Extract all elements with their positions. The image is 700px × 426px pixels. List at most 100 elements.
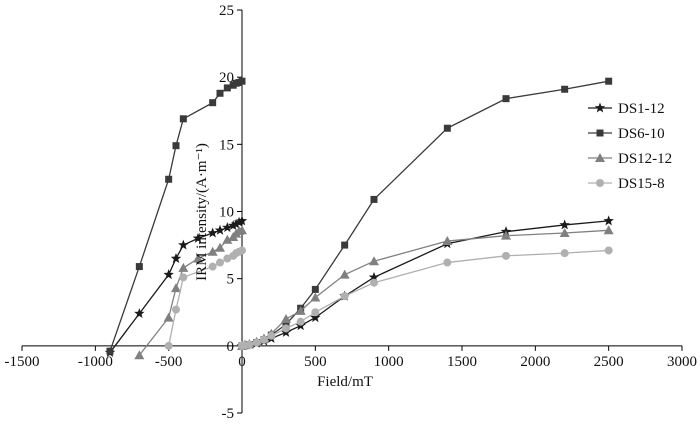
y-tick-label: 5 (227, 272, 235, 288)
point-ds1-12 (170, 253, 182, 263)
line-ds15-8 (241, 249, 609, 347)
series-ds1-12-backfield (104, 215, 248, 357)
x-tick-label: 0 (238, 354, 246, 370)
point-ds12-12 (603, 225, 614, 235)
x-tick-label: 2500 (594, 354, 624, 370)
legend-marker-triangle (595, 153, 605, 162)
legend-label: DS15-8 (618, 176, 665, 192)
line-ds1-12 (241, 220, 609, 347)
series-ds6-10-backfield (106, 77, 246, 355)
series-ds6-10 (238, 77, 613, 350)
point-ds12-12 (171, 283, 181, 293)
point-ds15-8 (604, 246, 613, 255)
point-ds15-8 (311, 308, 320, 317)
point-ds1-12 (559, 219, 570, 230)
series-ds15-8 (238, 246, 613, 350)
x-tick-label: 1500 (447, 354, 477, 370)
point-ds6-10 (223, 84, 231, 92)
point-ds6-10 (443, 124, 451, 132)
point-ds6-10 (311, 285, 319, 293)
axes: -1500 -1000 -500 0 500 1000 1500 2000 2500 3000 -5… (5, 3, 698, 422)
point-ds15-8 (179, 273, 188, 282)
point-ds12-12 (310, 292, 321, 302)
point-ds12-12 (369, 256, 379, 266)
point-ds1-12 (214, 224, 226, 235)
x-tick-label: 2000 (520, 354, 550, 370)
point-ds15-8 (340, 292, 349, 301)
x-axis-title: Field/mT (317, 374, 373, 390)
point-ds15-8 (560, 249, 569, 258)
y-axis-title: IRM intensity/(A·m⁻¹) (194, 143, 210, 281)
point-ds6-10 (282, 320, 290, 328)
point-ds6-10 (229, 81, 237, 89)
y-tick-label: 10 (219, 205, 234, 221)
legend-marker-star (594, 102, 606, 113)
plot-area (104, 77, 614, 360)
point-ds12-12 (281, 313, 291, 323)
line-ds12-12 (241, 229, 609, 347)
point-ds15-8 (443, 258, 452, 267)
series-ds1-12 (236, 215, 614, 351)
x-tick-label: -1000 (78, 354, 113, 370)
point-ds15-8 (502, 251, 510, 260)
point-ds1-12 (192, 232, 204, 243)
point-ds15-8 (245, 340, 254, 349)
point-ds1-12 (227, 220, 239, 231)
legend-label: DS12-12 (618, 151, 672, 167)
y-tick-label: 15 (219, 137, 234, 153)
point-ds12-12 (134, 350, 145, 360)
point-ds15-8 (267, 331, 276, 340)
y-tick-label: 0 (227, 339, 235, 355)
x-tick-label: -500 (155, 354, 183, 370)
point-ds15-8 (223, 254, 232, 263)
point-ds6-10 (209, 99, 217, 107)
series-ds12-12 (237, 225, 614, 350)
point-ds12-12 (193, 253, 203, 263)
point-ds1-12 (310, 312, 321, 323)
legend-item-ds15-8: DS15-8 (588, 176, 665, 192)
point-ds6-10 (370, 195, 378, 203)
line-ds6-10 (241, 80, 609, 347)
point-ds12-12 (501, 230, 511, 240)
legend-marker-square (596, 129, 604, 137)
point-ds15-8 (370, 278, 378, 287)
legend-item-ds1-12: DS1-12 (588, 101, 665, 117)
point-ds6-10 (341, 241, 349, 249)
point-ds12-12 (339, 269, 350, 279)
x-tick-label: 3000 (667, 354, 697, 370)
point-ds6-10 (502, 95, 510, 103)
point-ds15-8 (296, 317, 305, 326)
legend: DS1-12 DS6-10 DS12-12 DS15-8 (588, 101, 672, 192)
x-tick-label: 1000 (374, 354, 404, 370)
point-ds6-10 (216, 89, 224, 97)
point-ds6-10 (135, 263, 143, 271)
point-ds1-12 (163, 269, 174, 280)
legend-item-ds12-12: DS12-12 (588, 151, 672, 167)
x-tick-label: -1500 (5, 354, 40, 370)
point-ds12-12 (207, 246, 218, 256)
point-ds6-10 (179, 115, 187, 123)
point-ds1-12 (233, 216, 245, 227)
point-ds1-12 (178, 239, 189, 250)
point-ds1-12 (603, 215, 614, 226)
point-ds6-10 (165, 175, 173, 183)
point-ds1-12 (207, 227, 218, 238)
x-tick-label: 500 (304, 354, 327, 370)
point-ds1-12 (236, 215, 248, 226)
point-ds15-8 (260, 335, 268, 344)
point-ds12-12 (222, 234, 233, 244)
point-ds6-10 (605, 77, 613, 85)
point-ds6-10 (172, 142, 180, 150)
point-ds15-8 (282, 324, 290, 333)
point-ds12-12 (178, 262, 189, 272)
point-ds12-12 (295, 305, 306, 315)
legend-label: DS1-12 (618, 101, 665, 117)
point-ds1-12 (222, 222, 233, 233)
point-ds15-8 (208, 262, 217, 271)
point-ds15-8 (252, 338, 261, 347)
point-ds15-8 (164, 341, 173, 350)
point-ds1-12 (134, 308, 145, 319)
series-ds15-8-backfield (164, 246, 246, 350)
point-ds1-12 (230, 218, 242, 229)
